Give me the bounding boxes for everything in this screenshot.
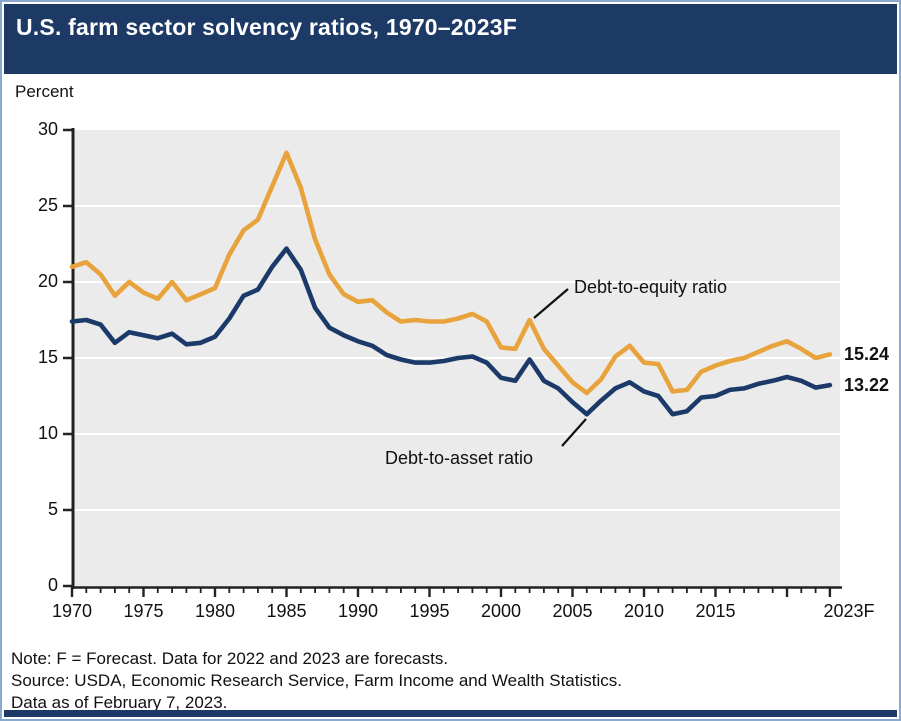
equity-series-annotation: Debt-to-equity ratio xyxy=(574,277,728,297)
asset-end-value-label: 13.22 xyxy=(844,375,890,395)
x-tick-label-2000: 2000 xyxy=(480,601,522,621)
x-tick-label-1995: 1995 xyxy=(409,601,450,621)
y-tick-label-10: 10 xyxy=(37,423,58,443)
y-tick-label-15: 15 xyxy=(37,347,58,367)
y-axis-unit-label: Percent xyxy=(15,82,74,101)
x-tick-label-2005: 2005 xyxy=(552,601,593,621)
debt-to-asset-line xyxy=(69,246,833,417)
axis-ticks xyxy=(63,128,832,597)
asset-annotation-pointer xyxy=(561,418,587,447)
y-tick-label-20: 20 xyxy=(37,271,58,291)
equity-end-value-label: 15.24 xyxy=(844,344,890,364)
asset-series-annotation: Debt-to-asset ratio xyxy=(385,448,534,468)
note-data-date: Data as of February 7, 2023. xyxy=(11,693,228,712)
debt-to-equity-line xyxy=(69,150,833,396)
footnotes: Note: F = Forecast. Data for 2022 and 20… xyxy=(11,648,622,714)
x-tick-label-2015: 2015 xyxy=(695,601,736,621)
x-tick-label-2010: 2010 xyxy=(623,601,665,621)
x-tick-label-1970: 1970 xyxy=(51,601,93,621)
equity-annotation-pointer xyxy=(533,288,569,319)
x-tick-label-final: 2023F xyxy=(823,601,875,621)
x-tick-label-1985: 1985 xyxy=(266,601,307,621)
y-tick-label-30: 30 xyxy=(37,119,58,139)
y-tick-label-25: 25 xyxy=(37,195,58,215)
note-source: Source: USDA, Economic Research Service,… xyxy=(11,671,622,690)
title-bar: U.S. farm sector solvency ratios, 1970–2… xyxy=(4,4,897,74)
y-tick-label-5: 5 xyxy=(47,499,58,519)
bottom-accent-bar xyxy=(4,710,897,717)
x-tick-label-1980: 1980 xyxy=(194,601,236,621)
x-tick-label-1975: 1975 xyxy=(123,601,164,621)
note-forecast: Note: F = Forecast. Data for 2022 and 20… xyxy=(11,649,449,668)
y-tick-label-0: 0 xyxy=(47,575,58,595)
chart-title: U.S. farm sector solvency ratios, 1970–2… xyxy=(16,14,518,40)
x-tick-label-1990: 1990 xyxy=(337,601,379,621)
